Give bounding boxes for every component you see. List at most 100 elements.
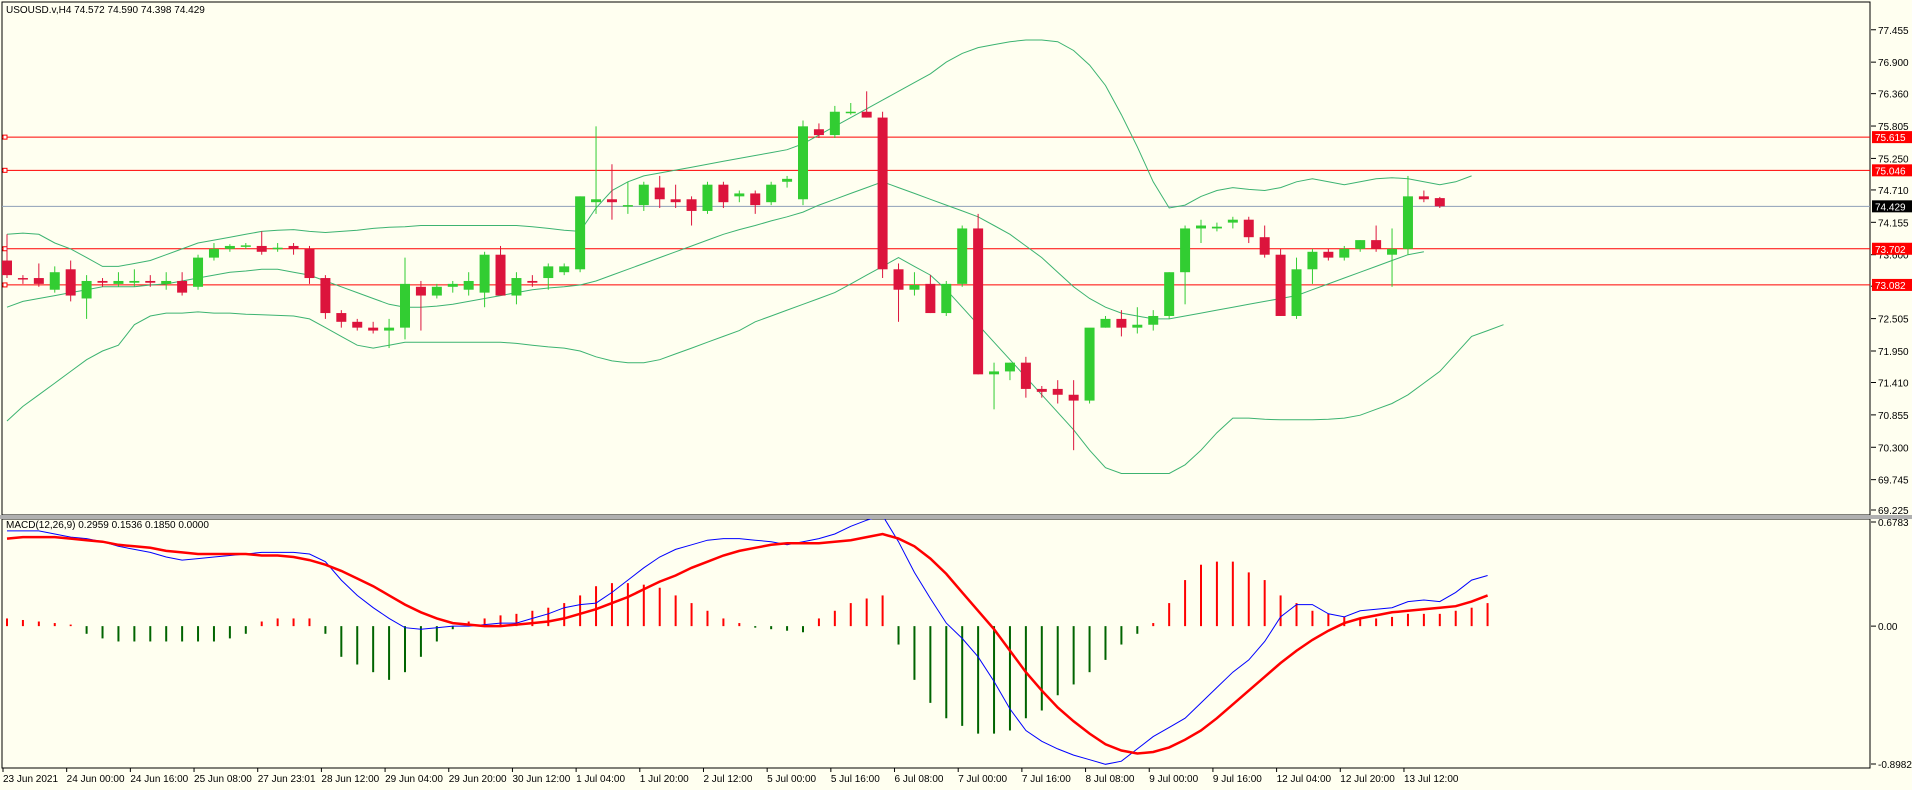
bullish-candle[interactable] — [1339, 248, 1350, 258]
bullish-candle[interactable] — [543, 266, 554, 279]
bearish-candle[interactable] — [718, 184, 729, 203]
bullish-candle[interactable] — [463, 280, 474, 290]
bearish-candle[interactable] — [415, 286, 426, 296]
bullish-candle[interactable] — [1164, 272, 1175, 316]
bullish-candle[interactable] — [447, 283, 458, 287]
bearish-candle[interactable] — [65, 269, 76, 296]
bearish-candle[interactable] — [336, 313, 347, 322]
bullish-candle[interactable] — [1402, 196, 1413, 249]
bullish-candle[interactable] — [1100, 318, 1111, 328]
bullish-candle[interactable] — [957, 228, 968, 284]
bullish-candle[interactable] — [638, 184, 649, 206]
bearish-candle[interactable] — [1323, 251, 1334, 258]
bullish-candle[interactable] — [81, 280, 92, 299]
bearish-candle[interactable] — [97, 280, 108, 283]
bullish-candle[interactable] — [479, 254, 490, 293]
bullish-candle[interactable] — [1355, 240, 1366, 249]
macd-panel[interactable] — [1, 515, 1871, 769]
bullish-candle[interactable] — [113, 280, 124, 284]
bearish-candle[interactable] — [1371, 240, 1382, 249]
panel-separator[interactable] — [0, 515, 1912, 519]
bearish-candle[interactable] — [1418, 196, 1429, 200]
bearish-candle[interactable] — [1259, 237, 1270, 255]
bullish-candle[interactable] — [1211, 226, 1222, 229]
bullish-candle[interactable] — [384, 327, 395, 331]
bearish-candle[interactable] — [925, 283, 936, 314]
bullish-candle[interactable] — [208, 248, 219, 258]
bullish-candle[interactable] — [909, 285, 920, 290]
price-panel[interactable] — [1, 1, 1871, 516]
bullish-candle[interactable] — [782, 178, 793, 182]
bearish-candle[interactable] — [1116, 318, 1127, 328]
bearish-candle[interactable] — [527, 280, 538, 283]
bullish-candle[interactable] — [734, 193, 745, 197]
bullish-candle[interactable] — [1291, 269, 1302, 316]
bullish-candle[interactable] — [272, 247, 283, 250]
level-line-handle[interactable] — [2, 282, 8, 288]
bullish-candle[interactable] — [941, 283, 952, 314]
bullish-candle[interactable] — [49, 272, 60, 290]
bearish-candle[interactable] — [256, 245, 267, 252]
bullish-candle[interactable] — [1180, 228, 1191, 273]
bearish-candle[interactable] — [288, 245, 299, 249]
level-line-handle[interactable] — [2, 134, 8, 140]
bearish-candle[interactable] — [1243, 219, 1254, 238]
bearish-candle[interactable] — [606, 199, 617, 203]
bearish-candle[interactable] — [1036, 388, 1047, 392]
bearish-candle[interactable] — [686, 199, 697, 211]
bearish-candle[interactable] — [861, 111, 872, 118]
bullish-candle[interactable] — [575, 196, 586, 270]
bearish-candle[interactable] — [33, 278, 44, 284]
bearish-candle[interactable] — [2, 260, 12, 276]
bearish-candle[interactable] — [320, 278, 331, 314]
bearish-candle[interactable] — [304, 248, 315, 279]
bearish-candle[interactable] — [750, 193, 761, 206]
bullish-candle[interactable] — [224, 245, 235, 249]
bullish-candle[interactable] — [845, 111, 856, 114]
bearish-candle[interactable] — [1275, 254, 1286, 316]
bearish-candle[interactable] — [813, 129, 824, 136]
bearish-candle[interactable] — [1068, 394, 1079, 401]
bullish-candle[interactable] — [591, 199, 602, 203]
bearish-candle[interactable] — [368, 327, 379, 331]
bullish-candle[interactable] — [1132, 324, 1143, 328]
bullish-candle[interactable] — [193, 257, 204, 287]
bearish-candle[interactable] — [177, 280, 188, 293]
bearish-candle[interactable] — [893, 269, 904, 290]
bullish-candle[interactable] — [989, 371, 1000, 375]
bearish-candle[interactable] — [1434, 198, 1445, 207]
bullish-candle[interactable] — [1084, 327, 1095, 401]
bullish-candle[interactable] — [400, 283, 410, 328]
bullish-candle[interactable] — [766, 184, 777, 203]
bearish-candle[interactable] — [877, 117, 888, 270]
bullish-candle[interactable] — [559, 266, 570, 273]
bullish-candle[interactable] — [1227, 219, 1238, 223]
bollinger-upper-band — [6, 39, 1472, 267]
bearish-candle[interactable] — [352, 321, 363, 328]
bullish-candle[interactable] — [1307, 251, 1318, 270]
bullish-candle[interactable] — [240, 245, 251, 247]
bullish-candle[interactable] — [161, 280, 172, 284]
bearish-candle[interactable] — [17, 278, 28, 280]
bearish-candle[interactable] — [1020, 362, 1031, 389]
bearish-candle[interactable] — [145, 280, 156, 283]
bullish-candle[interactable] — [1387, 248, 1398, 255]
level-line-handle[interactable] — [2, 167, 8, 173]
bearish-candle[interactable] — [670, 199, 681, 203]
level-line-handle[interactable] — [2, 246, 8, 252]
bullish-candle[interactable] — [431, 286, 442, 296]
bullish-candle[interactable] — [511, 278, 522, 296]
bearish-candle[interactable] — [654, 187, 665, 200]
bearish-candle[interactable] — [1052, 388, 1063, 395]
bullish-candle[interactable] — [798, 126, 808, 200]
bearish-candle[interactable] — [495, 254, 506, 296]
bullish-candle[interactable] — [829, 111, 840, 136]
bullish-candle[interactable] — [1148, 315, 1159, 325]
bullish-candle[interactable] — [129, 280, 140, 283]
time-axis-label: 9 Jul 16:00 — [1213, 774, 1262, 785]
bullish-candle[interactable] — [622, 205, 633, 207]
bullish-candle[interactable] — [1196, 225, 1206, 229]
bullish-candle[interactable] — [702, 184, 713, 211]
bearish-candle[interactable] — [973, 228, 984, 375]
bullish-candle[interactable] — [1004, 362, 1015, 372]
